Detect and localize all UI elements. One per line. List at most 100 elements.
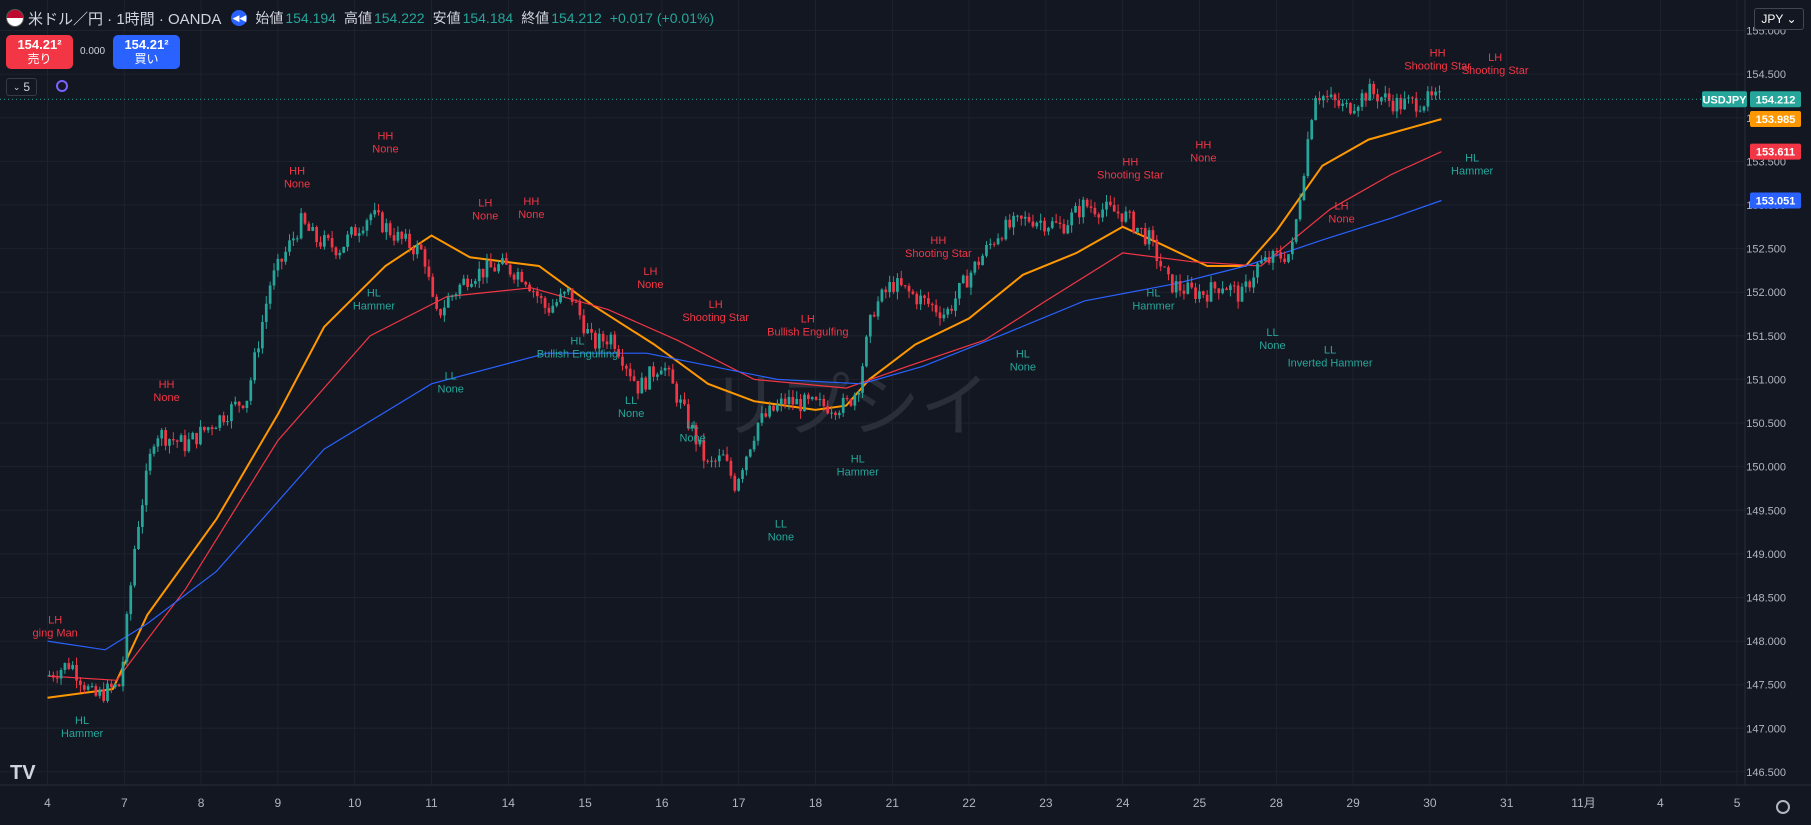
candle-body [137, 526, 140, 549]
candle-body [179, 435, 183, 442]
candle-body [675, 383, 679, 403]
indicator-toggle[interactable]: ⌄ 5 [6, 78, 37, 96]
pattern-label-line: Bullish Engulfing [767, 327, 848, 339]
candle-body [601, 333, 605, 342]
tradingview-logo[interactable]: TV [10, 762, 36, 784]
candle-body [261, 321, 264, 349]
candle-body [694, 425, 698, 445]
price-label-text: 153.611 [1756, 147, 1795, 159]
candle-body [888, 282, 892, 293]
candle-body [129, 585, 133, 615]
time-tick-label: 29 [1346, 796, 1360, 810]
candle-body [474, 281, 477, 284]
candle-body [1132, 211, 1135, 233]
candle-body [1139, 227, 1143, 229]
candle-body [1097, 214, 1101, 218]
candle-body [117, 684, 121, 687]
candle-body [1019, 215, 1023, 219]
candle-body [86, 686, 90, 690]
candle-body [748, 449, 752, 457]
candle-body [1287, 254, 1290, 262]
candle-body [822, 398, 826, 407]
candle-body [628, 368, 632, 377]
candle-body [1279, 252, 1283, 259]
candle-body [1283, 258, 1286, 262]
currency-select[interactable]: JPY ⌄ [1754, 8, 1804, 30]
candle-body [826, 406, 830, 414]
candle-body [373, 210, 377, 215]
time-tick-label: 11月 [1571, 796, 1595, 810]
candle-body [1159, 261, 1163, 267]
candle-body [427, 266, 431, 277]
candle-body [1352, 110, 1356, 114]
candle-body [1105, 201, 1108, 210]
candle-body [396, 231, 400, 241]
price-axis[interactable]: 155.000154.500154.000153.500153.000152.5… [1746, 26, 1786, 779]
candle-body [745, 456, 748, 471]
candle-body [230, 404, 233, 422]
pattern-label-line: LL [775, 519, 787, 531]
candle-body [613, 334, 617, 350]
sell-price: 154.21² [17, 37, 62, 52]
candle-body [264, 303, 268, 322]
candle-body [830, 412, 833, 414]
candle-body [1128, 211, 1132, 213]
candle-body [55, 677, 59, 679]
candle-body [969, 272, 973, 288]
candle-body [1426, 91, 1430, 107]
candle-body [493, 267, 497, 272]
candle-body [1232, 285, 1236, 287]
candle-body [377, 210, 380, 213]
candle-body [280, 258, 284, 262]
pattern-label-line: HL [851, 453, 865, 465]
indicator-count: 5 [23, 80, 31, 94]
candle-body [1395, 97, 1399, 112]
rewind-icon[interactable]: ◀◀ [231, 10, 248, 26]
candle-body [315, 226, 318, 243]
time-axis[interactable]: 4 7 8 9 10 11 14 15 16 17 18 21 22 23 24 25 28 29 30 31 11月 4… [44, 796, 1741, 810]
candle-body [330, 238, 334, 248]
candle-body [1411, 97, 1414, 99]
sell-button[interactable]: 154.21² 売り [6, 35, 73, 69]
candle-body [1252, 277, 1255, 288]
time-tick-label: 4 [44, 796, 51, 810]
candle-body [849, 399, 853, 406]
candle-body [586, 329, 589, 334]
pattern-label-line: LL [625, 395, 637, 407]
candle-body [539, 296, 543, 298]
buy-button[interactable]: 154.21² 買い [113, 35, 180, 69]
candle-body [597, 333, 601, 349]
pattern-label: HH Shooting Star [905, 235, 972, 260]
candle-body [578, 302, 582, 316]
symbol-title[interactable]: 米ドル／円 · 1時間 · OANDA [28, 10, 222, 28]
pattern-label: LH None [472, 198, 498, 223]
candle-body [141, 505, 144, 527]
pattern-label-line: LL [1266, 327, 1278, 339]
candle-body [1275, 250, 1279, 253]
candle-body [988, 243, 992, 245]
candle-body [772, 405, 775, 411]
candle-body [547, 307, 551, 313]
chevron-down-icon: ⌄ [12, 81, 21, 92]
candle-body [1306, 139, 1310, 176]
gear-icon[interactable] [1776, 800, 1790, 814]
time-tick-label: 24 [1116, 796, 1130, 810]
price-label-text: USDJPY [1702, 94, 1747, 106]
candle-body [551, 305, 555, 313]
candle-body [113, 684, 117, 688]
candle-body [950, 308, 953, 311]
candle-body [872, 314, 876, 317]
candle-body [59, 669, 63, 679]
price-tick-label: 150.500 [1746, 418, 1786, 430]
us-flag-icon [6, 9, 24, 27]
candle-body [82, 685, 86, 690]
pattern-label-line: LH [709, 299, 723, 311]
pattern-label-line: LH [1335, 200, 1349, 212]
candle-body [783, 398, 787, 405]
candle-body [1294, 219, 1298, 242]
time-tick-label: 14 [502, 796, 516, 810]
candle-body [1290, 241, 1294, 255]
candle-body [992, 243, 996, 245]
pattern-label-line: HH [289, 165, 305, 177]
